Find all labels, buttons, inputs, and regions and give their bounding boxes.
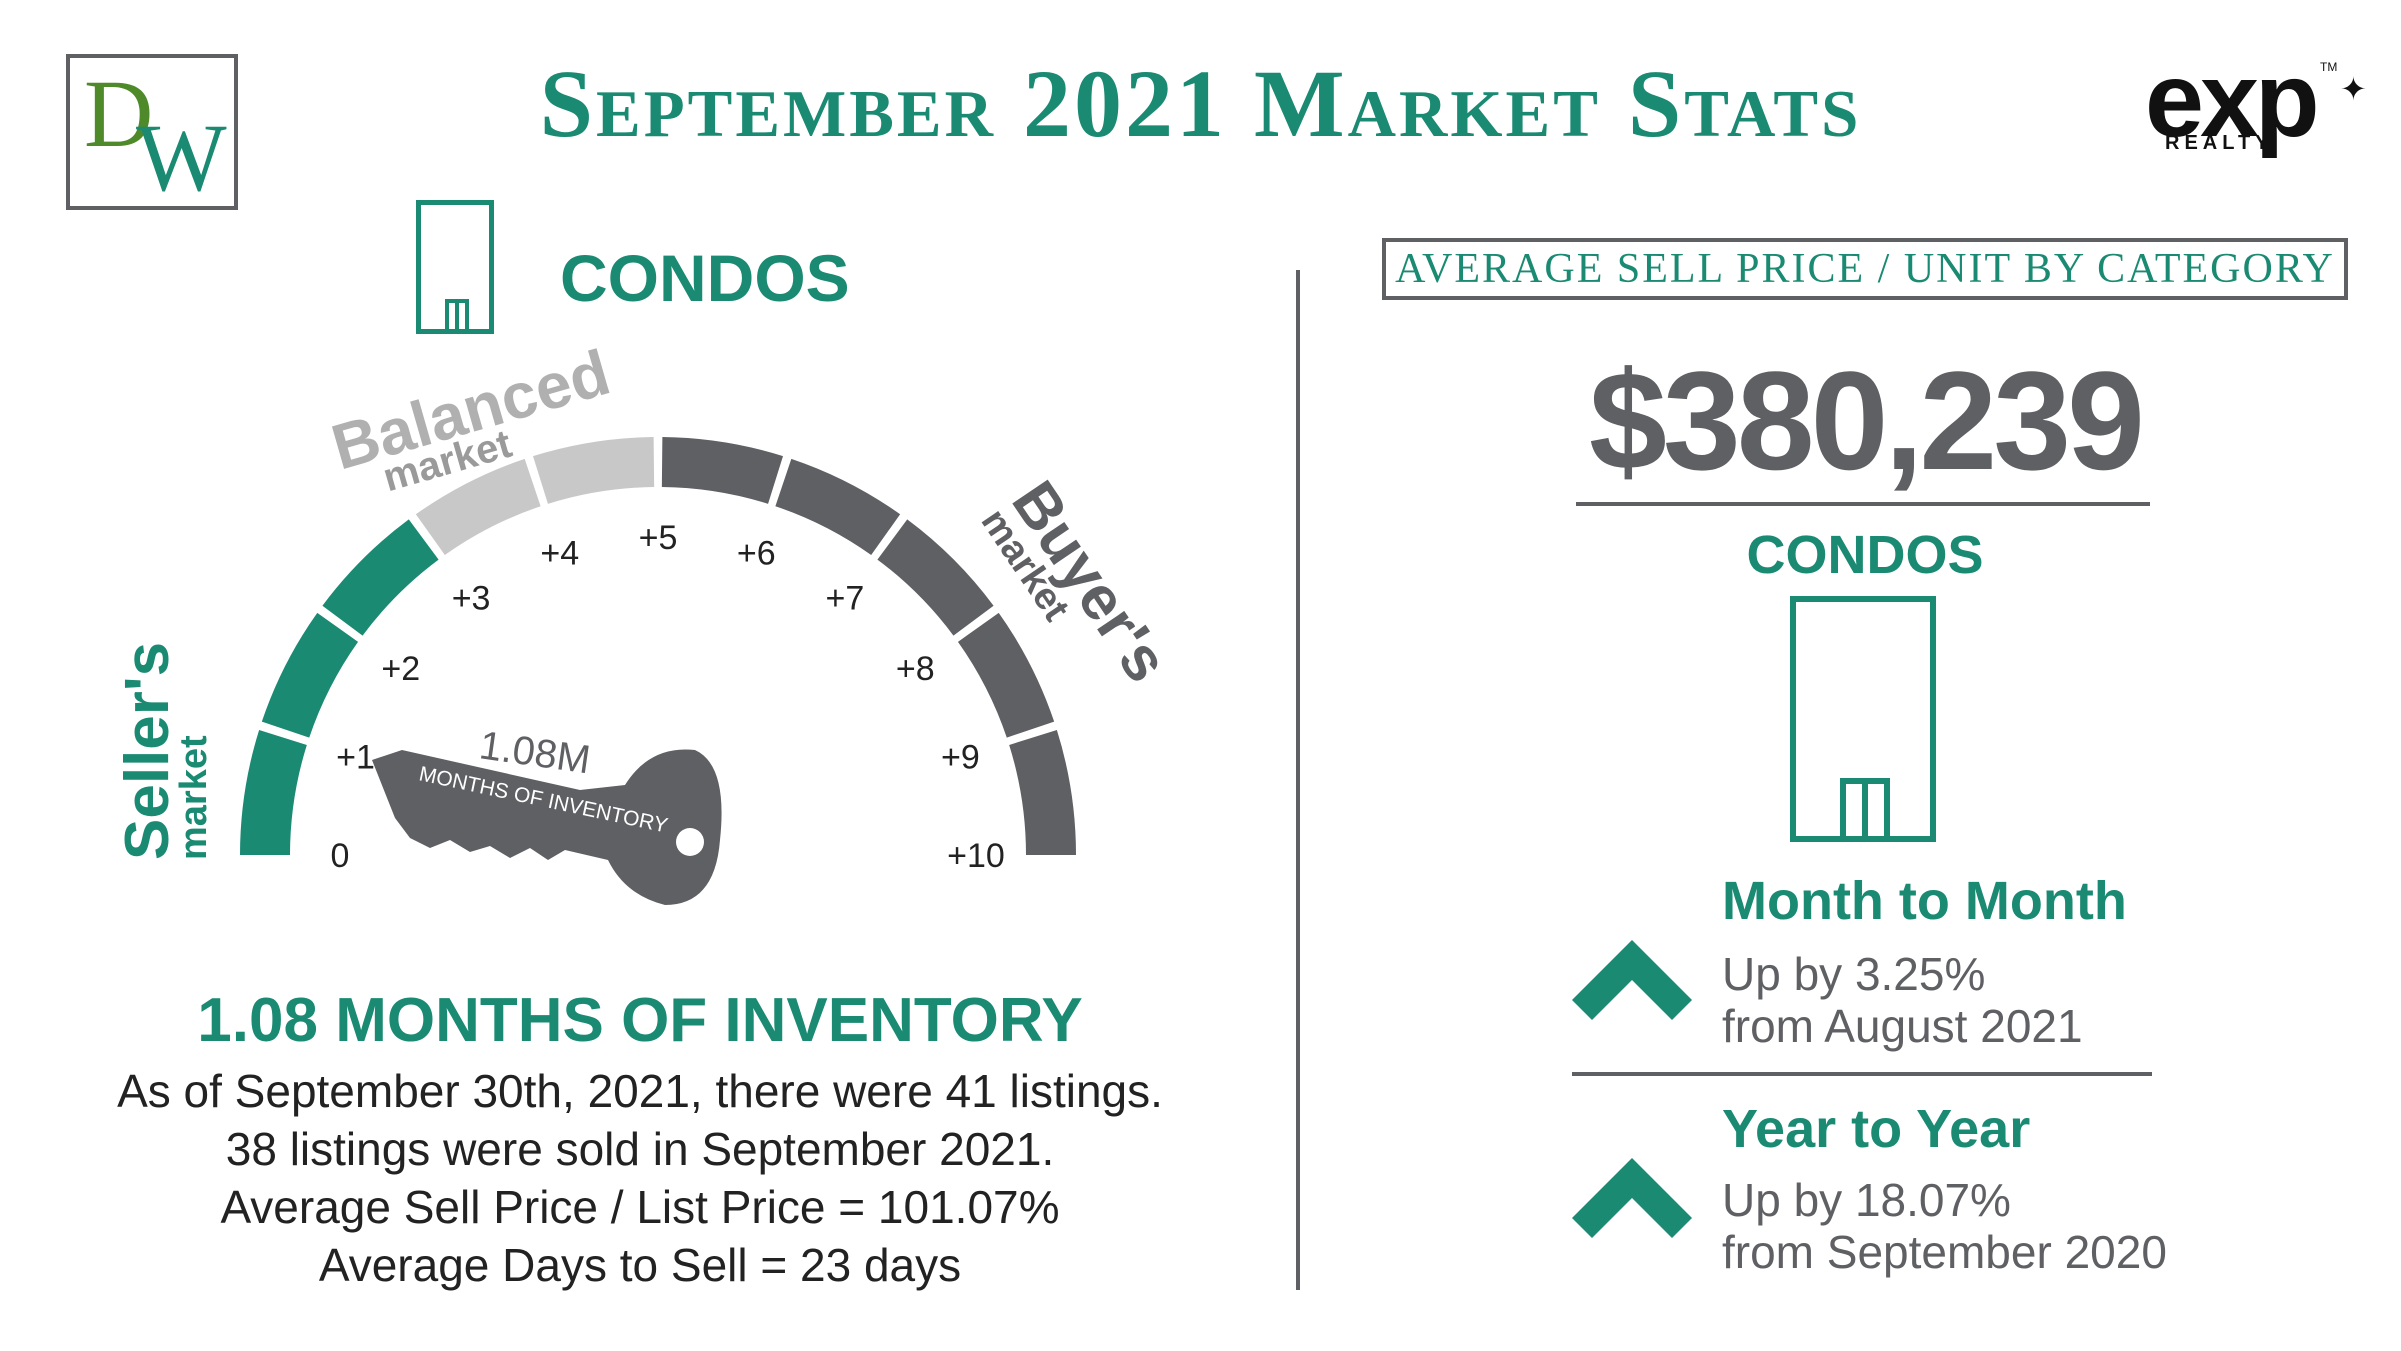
year-to-year-period: from September 2020 [1722, 1226, 2167, 1278]
maple-leaf-icon: ✦ [2340, 71, 2367, 107]
key-icon: 1.08M MONTHS OF INVENTORY [372, 723, 722, 905]
month-up-arrow-icon [1572, 940, 1692, 1020]
stats-divider [1572, 1072, 2152, 1076]
gauge-segment-6 [775, 458, 901, 556]
inventory-line-2: 38 listings were sold in September 2021. [225, 1123, 1055, 1175]
condo-building-large-icon [1790, 596, 1936, 842]
month-to-month-change: Up by 3.25% [1722, 948, 1986, 1000]
gauge-segment-9 [1009, 730, 1076, 855]
gauge-tick-6: +6 [737, 535, 776, 573]
page-title: September 2021 Market Stats [539, 50, 1862, 157]
year-up-arrow-icon [1572, 1158, 1692, 1238]
gauge-tick-7: +7 [826, 580, 865, 618]
gauge-tick-5: +5 [639, 519, 678, 557]
condo-door-large-icon [1840, 778, 1890, 836]
gauge-segments [240, 437, 1076, 855]
gauge-tick-2: +2 [381, 650, 420, 688]
inventory-title: 1.08 MONTHS OF INVENTORY [197, 986, 1083, 1055]
exp-logo-realty: REALTY [2165, 132, 2274, 154]
gauge-tick-labels: 0 +1 +2 +3 +4 +5 +6 +7 +8 +9 +10 [331, 519, 1005, 875]
dw-logo-d: D [84, 60, 154, 167]
year-to-year-title: Year to Year [1722, 1099, 2031, 1159]
year-to-year-change: Up by 18.07% [1722, 1174, 2011, 1226]
key-shape [372, 749, 722, 905]
exp-logo-tm: TM [2320, 60, 2338, 74]
exp-realty-logo: exp TM ✦ REALTY [2145, 41, 2375, 170]
gauge-segment-2 [322, 519, 439, 636]
price-underline [1576, 502, 2150, 506]
gauge-segment-8 [957, 612, 1055, 738]
gauge-tick-9: +9 [941, 739, 980, 777]
sellers-market-label: Seller's market [113, 642, 215, 860]
avg-sell-price-heading-text: Average Sell Price / Unit by Category [1395, 246, 2335, 292]
gauge-segment-4 [533, 437, 655, 504]
inventory-line-1: As of September 30th, 2021, there were 4… [117, 1065, 1163, 1117]
key-hole [676, 828, 704, 856]
gauge-tick-10: +10 [947, 837, 1005, 875]
gauge-segment-5 [661, 437, 783, 504]
inventory-line-3: Average Sell Price / List Price = 101.07… [220, 1181, 1060, 1233]
category-label-right: CONDOS [1746, 525, 1984, 585]
sellers-label: Seller's [113, 642, 182, 860]
gauge-tick-0: 0 [331, 837, 350, 875]
category-label-left: CONDOS [560, 241, 850, 315]
gauge-tick-3: +3 [452, 580, 491, 618]
condo-building-icon [416, 200, 494, 334]
inventory-line-4: Average Days to Sell = 23 days [318, 1239, 962, 1291]
average-price: $380,239 [1589, 342, 2145, 499]
gauge-segment-0 [240, 730, 307, 855]
gauge-tick-1: +1 [336, 739, 375, 777]
gauge-segment-1 [261, 612, 359, 738]
exp-logo-word: exp [2145, 41, 2320, 159]
gauge-tick-8: +8 [896, 650, 935, 688]
gauge-segment-7 [877, 519, 994, 636]
dw-logo-w: W [136, 104, 227, 211]
condo-door-icon [445, 299, 469, 329]
sellers-sub-label: market [173, 735, 215, 860]
vertical-divider [1296, 270, 1300, 1290]
gauge-segment-3 [415, 458, 541, 556]
avg-sell-price-heading: Average Sell Price / Unit by Category [1382, 238, 2348, 300]
gauge-tick-4: +4 [540, 535, 579, 573]
month-to-month-period: from August 2021 [1722, 1000, 2083, 1052]
month-to-month-title: Month to Month [1722, 871, 2127, 931]
dw-logo: D W [66, 54, 238, 210]
